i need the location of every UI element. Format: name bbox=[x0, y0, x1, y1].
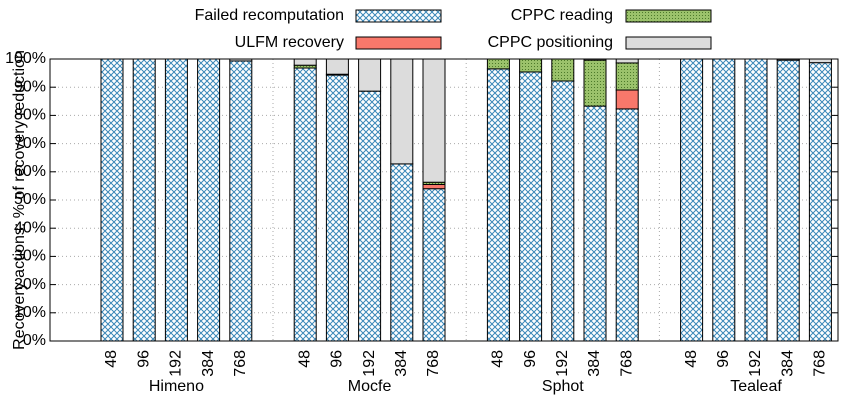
bar-segment bbox=[100, 58, 124, 342]
bar-segment bbox=[293, 58, 317, 66]
legend-swatch bbox=[625, 9, 712, 23]
y-tick-label: 50% bbox=[14, 191, 46, 208]
x-tick-label: 96 bbox=[715, 350, 732, 368]
bar-segment bbox=[712, 58, 736, 342]
bar-segment bbox=[519, 71, 543, 342]
x-tick-label: 48 bbox=[296, 350, 313, 368]
x-tick-label: 384 bbox=[200, 350, 217, 377]
x-tick-label: 96 bbox=[329, 350, 346, 368]
bar-segment bbox=[583, 59, 607, 107]
x-tick-label: 192 bbox=[747, 350, 764, 377]
x-tick-label: 48 bbox=[683, 350, 700, 368]
legend-swatch bbox=[355, 36, 442, 50]
x-tick-label: 768 bbox=[232, 350, 249, 377]
legend-label: CPPC positioning bbox=[488, 34, 613, 51]
legend-label: CPPC reading bbox=[511, 7, 613, 24]
bar-segment bbox=[229, 60, 253, 342]
x-tick-label: 768 bbox=[425, 350, 442, 377]
bar-segment bbox=[615, 62, 639, 91]
x-tick-label: 768 bbox=[618, 350, 635, 377]
bar-segment bbox=[744, 58, 768, 342]
bar-segment bbox=[486, 58, 510, 70]
x-tick-label: 192 bbox=[554, 350, 571, 377]
bar-segment bbox=[164, 58, 188, 342]
x-tick-label: 192 bbox=[361, 350, 378, 377]
y-tick-label: 90% bbox=[14, 78, 46, 95]
y-tick-label: 30% bbox=[14, 248, 46, 265]
bar-segment bbox=[551, 80, 575, 342]
bar-segment bbox=[551, 58, 575, 82]
bar-segment bbox=[776, 59, 800, 342]
bar-segment bbox=[583, 105, 607, 342]
legend-swatch bbox=[625, 36, 712, 50]
bar-segment bbox=[680, 58, 704, 342]
y-tick-label: 80% bbox=[14, 107, 46, 124]
bar-segment bbox=[615, 108, 639, 342]
group-label: Himeno bbox=[149, 378, 204, 395]
y-tick-label: 40% bbox=[14, 219, 46, 236]
bar-segment bbox=[422, 188, 446, 342]
bar-segment bbox=[808, 62, 832, 342]
y-tick-label: 20% bbox=[14, 276, 46, 293]
bar-segment bbox=[808, 58, 832, 64]
x-tick-label: 384 bbox=[586, 350, 603, 377]
bar-segment bbox=[615, 89, 639, 110]
group-label: Sphot bbox=[542, 378, 584, 395]
x-tick-label: 96 bbox=[135, 350, 152, 368]
y-tick-label: 0% bbox=[23, 332, 46, 349]
x-tick-label: 768 bbox=[812, 350, 829, 377]
legend-swatch bbox=[355, 9, 442, 23]
bar-segment bbox=[422, 183, 446, 190]
bar-segment bbox=[390, 163, 414, 342]
bar-segment bbox=[293, 67, 317, 342]
group-label: Tealeaf bbox=[730, 378, 782, 395]
bar-segment bbox=[132, 58, 156, 342]
y-tick-label: 70% bbox=[14, 135, 46, 152]
x-tick-label: 192 bbox=[168, 350, 185, 377]
bar-segment bbox=[422, 58, 446, 183]
bar-segment bbox=[358, 90, 382, 342]
bar-segment bbox=[325, 74, 349, 342]
bar-segment bbox=[325, 58, 349, 75]
plot-frame bbox=[49, 58, 839, 342]
y-tick-label: 60% bbox=[14, 163, 46, 180]
bar-segment bbox=[519, 58, 543, 73]
group-label: Mocfe bbox=[348, 378, 392, 395]
bar-segment bbox=[390, 58, 414, 165]
legend-label: Failed recomputation bbox=[195, 7, 344, 24]
x-tick-label: 48 bbox=[103, 350, 120, 368]
y-axis-label: Recovery actions: % of recovery reductio… bbox=[11, 50, 28, 350]
bar-segment bbox=[358, 58, 382, 92]
bar-segment bbox=[197, 58, 221, 342]
x-tick-label: 48 bbox=[490, 350, 507, 368]
y-tick-label: 100% bbox=[5, 50, 46, 67]
bar-segment bbox=[615, 58, 639, 64]
x-tick-label: 384 bbox=[779, 350, 796, 377]
y-tick-label: 10% bbox=[14, 304, 46, 321]
x-tick-label: 384 bbox=[393, 350, 410, 377]
x-tick-label: 96 bbox=[522, 350, 539, 368]
bar-segment bbox=[486, 68, 510, 342]
legend-label: ULFM recovery bbox=[235, 34, 344, 51]
